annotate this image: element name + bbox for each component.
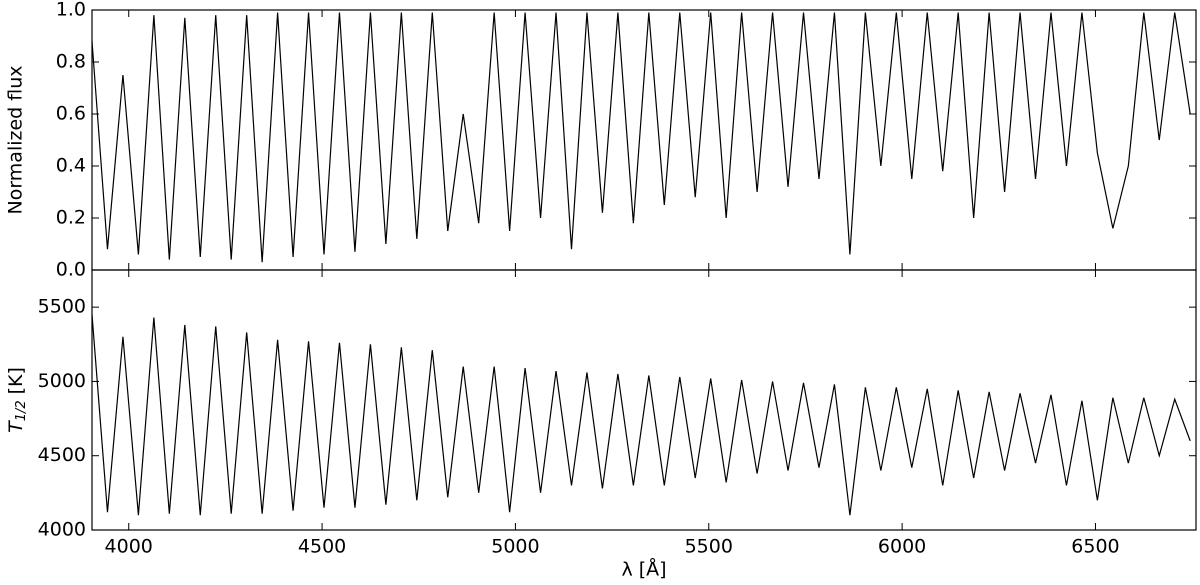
plot-frame [91,269,1197,531]
x-axis-label: λ [Å] [621,558,666,581]
x-tick-label: 5500 [685,536,733,558]
x-tick-label: 5000 [491,536,539,558]
y-tick-label: 0.4 [56,155,86,177]
y-tick-label: 1.0 [56,0,86,21]
y-axis-label-part: [K] [5,367,27,394]
y-tick-label: 5000 [38,370,86,392]
x-tick-label: 4000 [105,536,153,558]
x-tick-label: 6000 [878,536,926,558]
y-tick-label: 4000 [38,519,86,541]
spectrum-line [91,314,1191,516]
y-tick-label: 4500 [38,444,86,466]
y-axis-label: T1/2 [K] [5,367,29,433]
y-tick-label: 0.2 [56,207,86,229]
y-axis-label-part: 1/2 [14,400,29,421]
y-tick-label: 0.6 [56,103,86,125]
spectrum-line [91,12,1191,263]
y-tick-label: 5500 [38,296,86,318]
y-tick-label: 0.8 [56,51,86,73]
y-axis-label: Normalized flux [5,65,27,214]
y-axis-label-part: T [5,420,27,433]
plot-frame [91,9,1197,271]
x-tick-label: 4500 [298,536,346,558]
x-tick-label: 6500 [1071,536,1119,558]
y-tick-label: 0.0 [56,259,86,281]
